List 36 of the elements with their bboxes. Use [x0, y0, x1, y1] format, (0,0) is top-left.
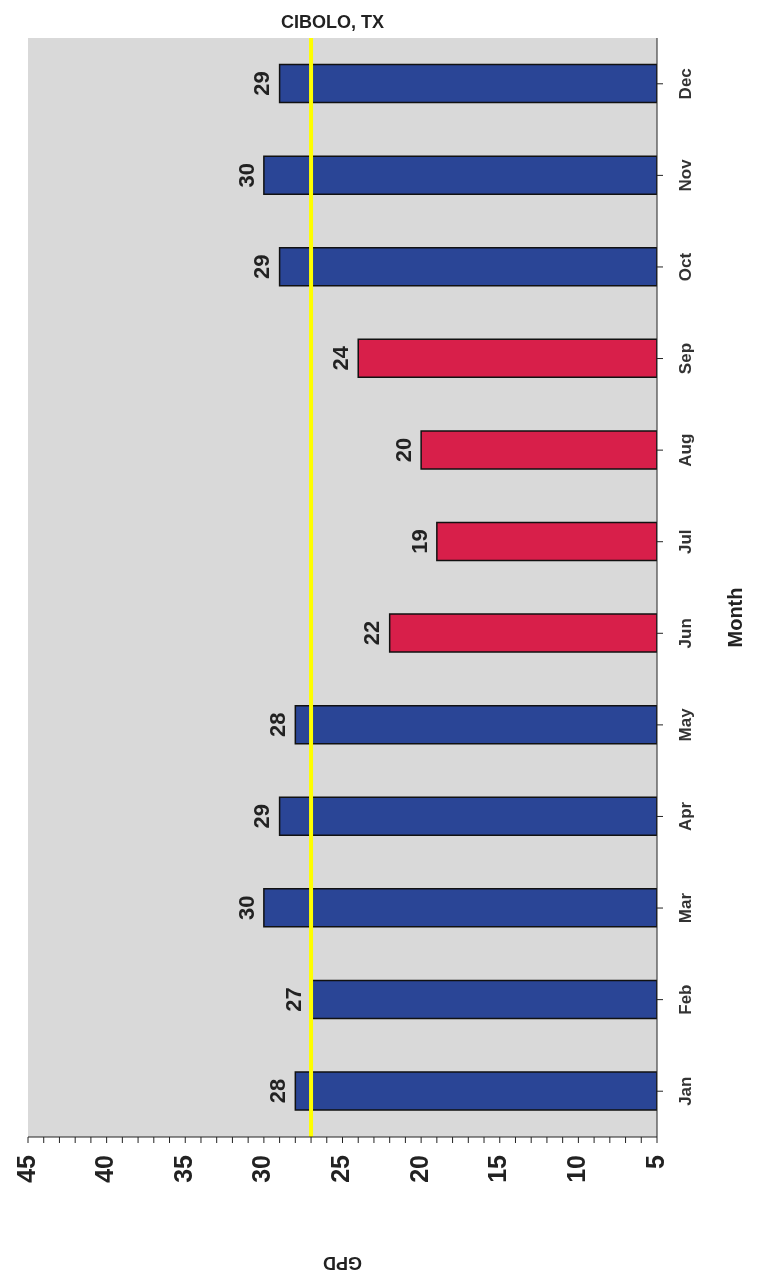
x-tick-label: 5 — [640, 1154, 669, 1169]
y-tick-label: Nov — [676, 158, 696, 192]
data-label: 19 — [406, 529, 432, 554]
data-label: 20 — [390, 437, 416, 463]
y-tick-label: Jul — [676, 529, 696, 554]
data-label: 28 — [265, 712, 291, 737]
data-label: 24 — [328, 345, 354, 371]
y-tick-label: May — [676, 707, 696, 742]
y-tick-label: Dec — [676, 68, 696, 100]
data-label: 28 — [265, 1078, 291, 1104]
data-label: 22 — [359, 620, 385, 646]
y-axis-title: Month — [724, 587, 747, 648]
x-tick-label: 25 — [326, 1154, 355, 1183]
data-label: 30 — [233, 162, 259, 188]
data-label: 29 — [249, 254, 275, 279]
y-tick-label: Aug — [676, 433, 696, 467]
x-axis-title: GPD — [322, 1253, 363, 1273]
x-tick-label: 35 — [168, 1154, 197, 1183]
chart-title: CIBOLO, TX — [280, 12, 385, 33]
y-tick-label: Feb — [676, 984, 696, 1015]
y-tick-label: Sep — [676, 342, 696, 375]
data-label: 29 — [249, 71, 275, 96]
x-tick-label: 10 — [561, 1155, 590, 1183]
x-tick-label: 45 — [11, 1154, 40, 1183]
y-tick-label: Mar — [676, 892, 696, 924]
y-tick-label: Oct — [676, 252, 696, 282]
data-label: 29 — [249, 803, 275, 829]
y-tick-label: Jan — [676, 1076, 696, 1106]
data-label: 27 — [280, 987, 306, 1012]
x-tick-label: 20 — [404, 1155, 433, 1183]
x-tick-label: 30 — [247, 1155, 276, 1183]
y-tick-label: Jun — [676, 618, 696, 649]
x-tick-label: 40 — [90, 1155, 119, 1183]
x-tick-label: 15 — [483, 1154, 512, 1183]
y-tick-label: Apr — [676, 801, 696, 832]
data-label: 30 — [233, 895, 259, 921]
